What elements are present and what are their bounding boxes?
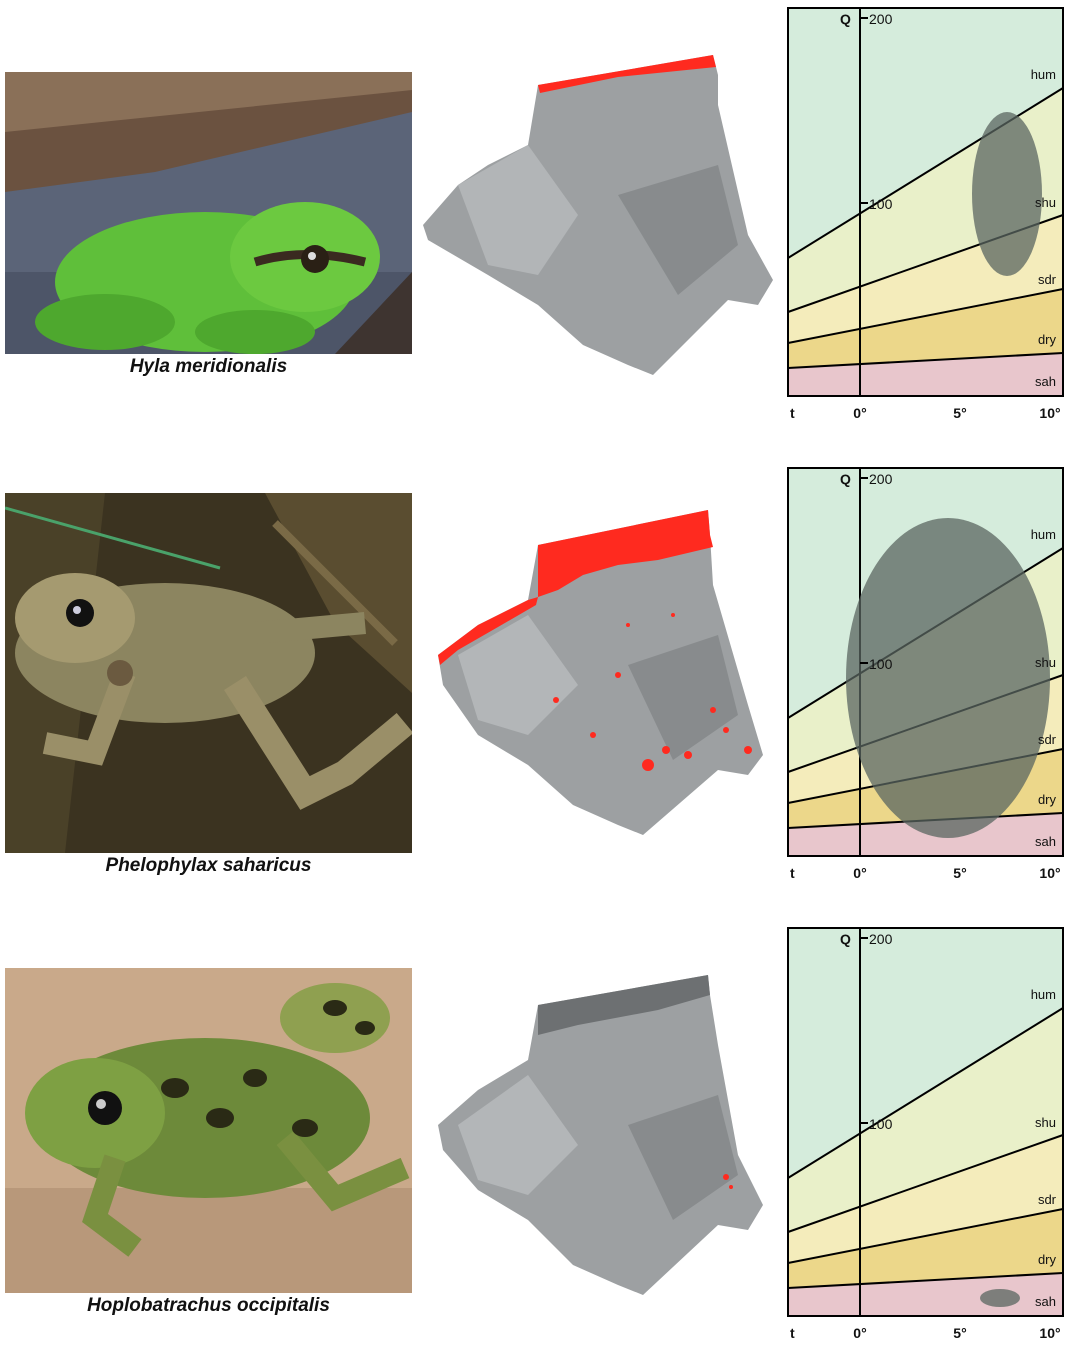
t-tick-0: 0°: [853, 1325, 866, 1341]
t-axis-label: t: [790, 865, 795, 881]
species-caption-3: Hoplobatrachus occipitalis: [87, 1295, 330, 1316]
zone-label-shu: shu: [1035, 1115, 1056, 1130]
zone-label-dry: dry: [1038, 1252, 1057, 1267]
t-tick-10: 10°: [1039, 865, 1060, 881]
t-tick-10: 10°: [1039, 405, 1060, 421]
zone-label-shu: shu: [1035, 655, 1056, 670]
panel-row-3: Hoplobatrachus occipitalis Q: [0, 920, 1074, 1360]
niche-ellipse-2: [846, 518, 1050, 838]
species-caption-2: Phelophylax saharicus: [105, 855, 312, 876]
panel-row-1: Hyla meridionalis Q 200 100: [0, 0, 1074, 440]
climogram-1: Q 200 100 hum shu sdr dry sah t 0° 5° 10…: [780, 0, 1070, 440]
distribution-map-2: [418, 505, 783, 835]
zone-label-sah: sah: [1035, 374, 1056, 389]
zone-label-sah: sah: [1035, 1294, 1056, 1309]
zone-label-sdr: sdr: [1038, 272, 1057, 287]
q-tick-100: 100: [869, 656, 893, 672]
q-axis-label: Q: [840, 11, 851, 27]
t-tick-0: 0°: [853, 865, 866, 881]
species-caption-1: Hyla meridionalis: [129, 356, 288, 377]
distribution-map-1: [418, 45, 783, 375]
zone-label-sah: sah: [1035, 834, 1056, 849]
niche-ellipse-1: [972, 112, 1042, 276]
climogram-3: Q 200 100 hum shu sdr dry sah t 0° 5° 10…: [780, 920, 1070, 1360]
zone-label-dry: dry: [1038, 792, 1057, 807]
q-tick-100: 100: [869, 196, 893, 212]
frog-photo-2: [5, 493, 412, 853]
zone-label-shu: shu: [1035, 195, 1056, 210]
niche-ellipse-3: [980, 1289, 1020, 1307]
t-tick-10: 10°: [1039, 1325, 1060, 1341]
zone-label-hum: hum: [1031, 987, 1056, 1002]
zone-label-dry: dry: [1038, 332, 1057, 347]
distribution-map-3: [418, 965, 783, 1295]
panel-row-2: Phelophylax saharicus: [0, 460, 1074, 900]
t-axis-label: t: [790, 405, 795, 421]
q-tick-200: 200: [869, 931, 893, 947]
zone-label-hum: hum: [1031, 67, 1056, 82]
q-tick-100: 100: [869, 1116, 893, 1132]
t-axis-label: t: [790, 1325, 795, 1341]
frog-photo-3: [5, 968, 412, 1293]
zone-label-sdr: sdr: [1038, 732, 1057, 747]
climogram-2: Q 200 100 hum shu sdr dry sah t 0° 5° 10…: [780, 460, 1070, 900]
frog-photo-1: [5, 72, 412, 354]
t-tick-0: 0°: [853, 405, 866, 421]
t-tick-5: 5°: [953, 405, 966, 421]
q-axis-label: Q: [840, 931, 851, 947]
t-tick-5: 5°: [953, 865, 966, 881]
q-tick-200: 200: [869, 11, 893, 27]
q-axis-label: Q: [840, 471, 851, 487]
zone-label-hum: hum: [1031, 527, 1056, 542]
zone-label-sdr: sdr: [1038, 1192, 1057, 1207]
q-tick-200: 200: [869, 471, 893, 487]
t-tick-5: 5°: [953, 1325, 966, 1341]
